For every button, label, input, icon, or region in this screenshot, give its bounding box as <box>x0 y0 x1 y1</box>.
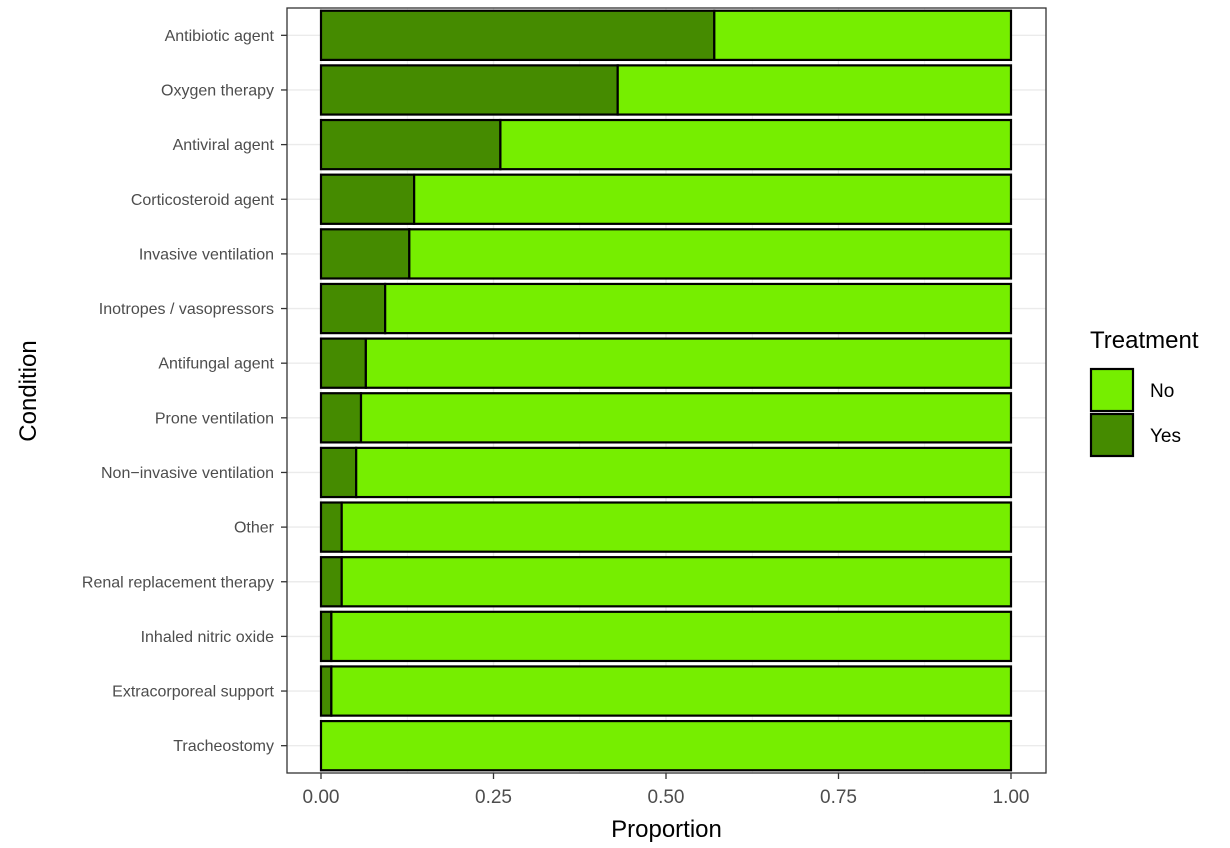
legend-label-yes: Yes <box>1150 426 1181 447</box>
bars <box>319 9 1013 772</box>
y-tick-label: Oxygen therapy <box>161 82 274 99</box>
y-tick-label: Antibiotic agent <box>165 28 275 45</box>
y-tick-label: Other <box>234 520 275 537</box>
bar-yes <box>319 556 343 608</box>
bar-no <box>408 228 1013 280</box>
y-tick-label: Tracheostomy <box>173 738 274 755</box>
bar-yes <box>319 392 363 444</box>
x-tick-label: 0.25 <box>475 787 512 808</box>
bar-no <box>330 610 1013 663</box>
x-tick-label: 0.75 <box>820 787 857 808</box>
bar-yes <box>319 446 358 499</box>
x-axis-title: Proportion <box>611 816 722 843</box>
bar-no <box>340 556 1013 608</box>
bar-no <box>616 64 1013 116</box>
y-tick-label: Inhaled nitric oxide <box>141 629 275 646</box>
y-tick-label: Extracorporeal support <box>112 684 274 701</box>
y-axis-title: Condition <box>15 340 42 441</box>
bar-no <box>499 118 1013 171</box>
y-tick-label: Renal replacement therapy <box>82 574 274 591</box>
bar-no <box>340 501 1013 553</box>
y-tick-label: Antiviral agent <box>173 137 275 154</box>
y-tick-label: Invasive ventilation <box>139 246 274 263</box>
bar-no <box>413 173 1013 225</box>
legend: Treatment No Yes <box>1089 327 1199 458</box>
bar-no <box>330 665 1013 717</box>
bar-no <box>364 337 1013 389</box>
legend-label-no: No <box>1150 381 1174 402</box>
y-tick-label: Non−invasive ventilation <box>101 465 274 482</box>
legend-key-no <box>1089 367 1135 413</box>
bar-no <box>384 282 1013 335</box>
x-axis: 0.00 0.25 0.50 0.75 1.00 <box>303 773 1030 808</box>
x-tick-label: 1.00 <box>993 787 1030 808</box>
bar-no <box>713 9 1013 62</box>
y-tick-label: Antifungal agent <box>158 356 274 373</box>
x-tick-label: 0.00 <box>303 787 340 808</box>
bar-yes <box>319 610 333 663</box>
bar-yes <box>319 665 333 717</box>
bar-no <box>319 719 1013 772</box>
bar-yes <box>319 501 343 553</box>
legend-key-yes <box>1089 412 1135 458</box>
legend-title: Treatment <box>1090 327 1199 354</box>
bar-yes <box>319 64 619 116</box>
bar-yes <box>319 118 502 171</box>
bar-yes <box>319 282 387 335</box>
y-tick-label: Inotropes / vasopressors <box>99 301 274 318</box>
bar-yes <box>319 228 411 280</box>
bar-yes <box>319 173 416 225</box>
x-tick-label: 0.50 <box>648 787 685 808</box>
y-tick-label: Corticosteroid agent <box>131 192 275 209</box>
bar-yes <box>319 9 716 62</box>
y-tick-label: Prone ventilation <box>155 410 274 427</box>
bar-no <box>359 392 1013 444</box>
y-axis: Antibiotic agent Oxygen therapy Antiviral … <box>82 28 287 755</box>
bar-yes <box>319 337 367 389</box>
bar-no <box>355 446 1013 499</box>
